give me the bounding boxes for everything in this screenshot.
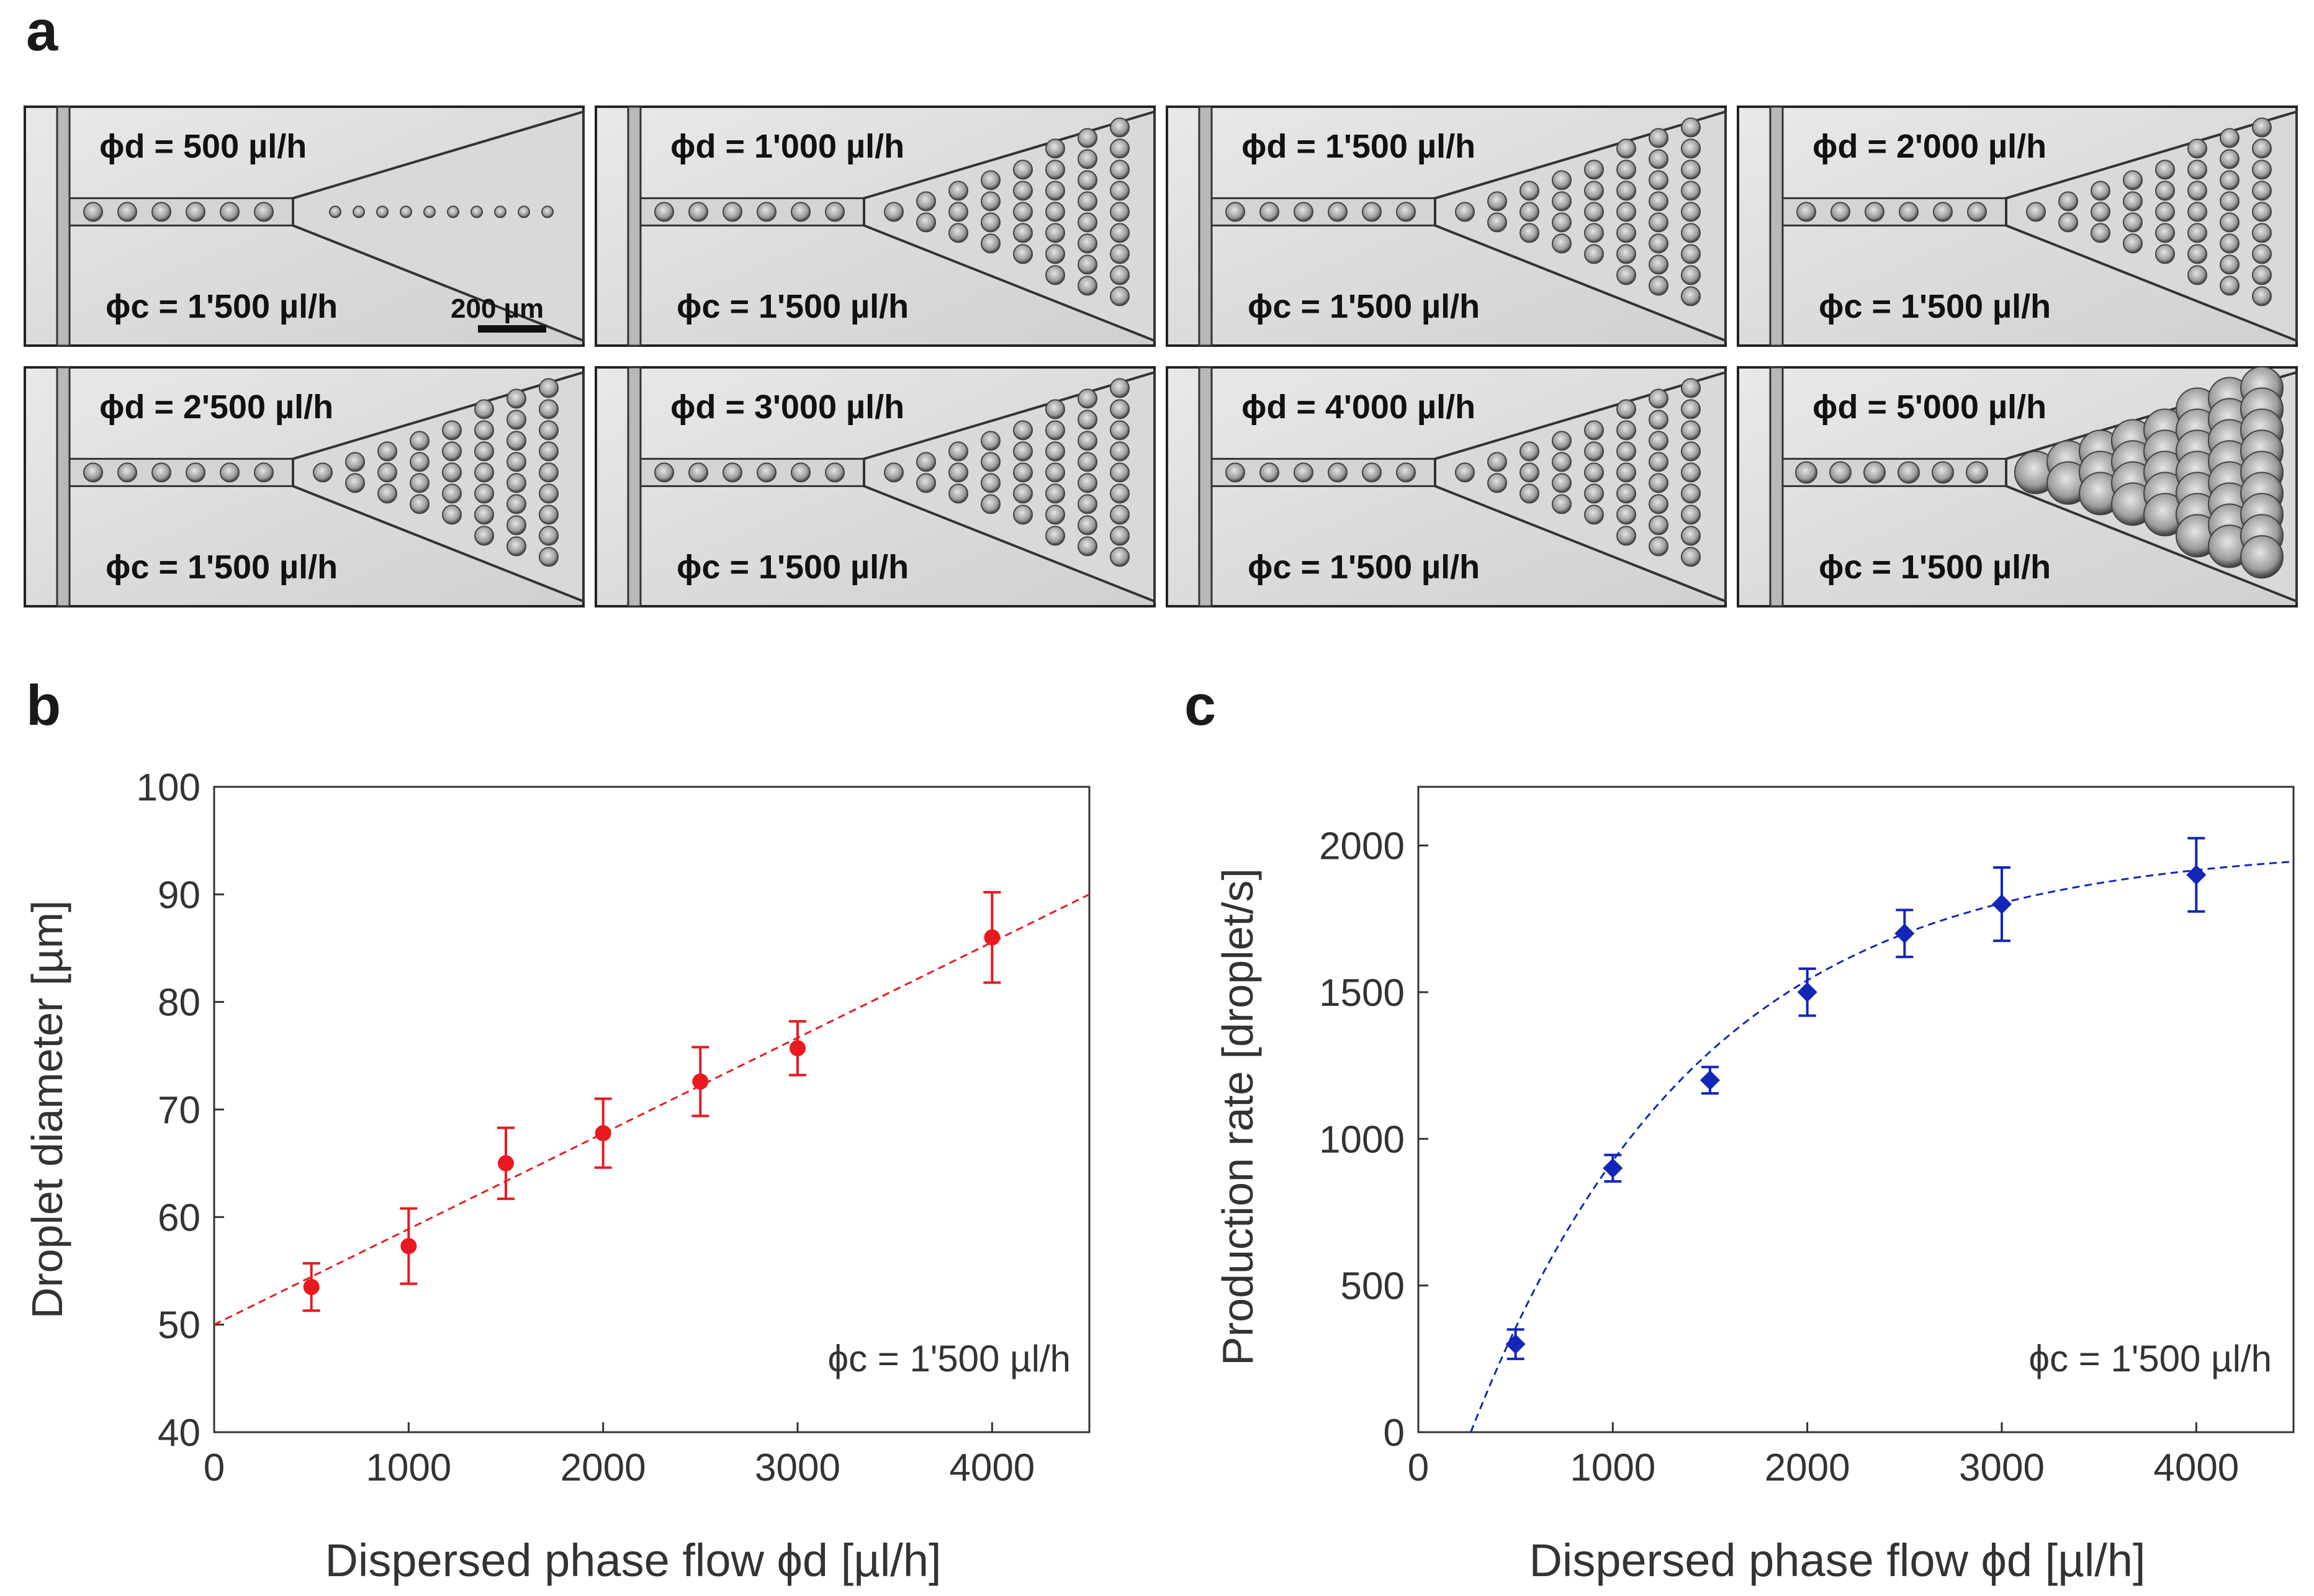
micrograph-cell: ϕd = 1'000 µl/h ϕc = 1'500 µl/h: [595, 105, 1156, 347]
panel-label-b: b: [26, 674, 61, 737]
x-axis-label: Dispersed phase flow ϕd [µl/h]: [1529, 1535, 2145, 1586]
y-tick-label: 1000: [1319, 1118, 1405, 1161]
exponential-fit-curve: [1470, 861, 2293, 1433]
data-point: [302, 1262, 320, 1312]
x-tick-label: 4000: [949, 1446, 1035, 1489]
x-tick-label: 0: [1408, 1446, 1429, 1489]
dispersed-flow-label: ϕd = 500 µl/h: [99, 128, 307, 165]
continuous-flow-label: ϕc = 1'500 µl/h: [1248, 288, 1480, 325]
y-tick-label: 0: [1384, 1412, 1405, 1455]
data-point: [2186, 836, 2207, 913]
x-tick-label: 3000: [1959, 1446, 2045, 1489]
micrograph-cell: ϕd = 2'500 µl/h ϕc = 1'500 µl/h: [24, 366, 585, 607]
micrograph-grid: ϕd = 500 µl/h ϕc = 1'500 µl/h 200 µm ϕd = 1…: [24, 105, 2298, 607]
dispersed-flow-label: ϕd = 3'000 µl/h: [670, 388, 904, 426]
panel-label-c: c: [1184, 674, 1217, 737]
data-point: [497, 1126, 515, 1200]
y-tick-label: 40: [158, 1412, 200, 1455]
x-tick-label: 2000: [560, 1446, 646, 1489]
data-point: [400, 1207, 418, 1285]
y-tick-label: 80: [158, 982, 200, 1024]
y-tick-label: 1500: [1319, 972, 1405, 1015]
condition-annotation: ϕc = 1'500 µl/h: [2028, 1338, 2272, 1379]
micrograph-cell: ϕd = 500 µl/h ϕc = 1'500 µl/h 200 µm: [24, 105, 585, 347]
data-point: [1603, 1154, 1623, 1183]
y-tick-label: 60: [158, 1196, 200, 1239]
continuous-flow-label: ϕc = 1'500 µl/h: [106, 549, 338, 586]
x-tick-label: 1000: [366, 1446, 451, 1489]
micrograph-cell: ϕd = 2'000 µl/h ϕc = 1'500 µl/h: [1737, 105, 2298, 347]
dispersed-flow-label: ϕd = 2'000 µl/h: [1812, 128, 2046, 165]
panel-label-a: a: [26, 0, 58, 63]
micrograph-cell: ϕd = 3'000 µl/h ϕc = 1'500 µl/h: [595, 366, 1156, 607]
x-tick-label: 3000: [755, 1446, 840, 1489]
dispersed-flow-label: ϕd = 5'000 µl/h: [1812, 388, 2046, 426]
y-tick-label: 100: [137, 766, 200, 809]
dispersed-flow-label: ϕd = 1'000 µl/h: [670, 128, 904, 165]
data-point: [1700, 1065, 1720, 1095]
dispersed-flow-label: ϕd = 1'500 µl/h: [1241, 128, 1475, 165]
continuous-flow-label: ϕc = 1'500 µl/h: [1819, 549, 2051, 586]
data-point: [1797, 967, 1817, 1017]
condition-annotation: ϕc = 1'500 µl/h: [827, 1338, 1071, 1379]
y-axis-label: Production rate [droplet/s]: [1213, 868, 1262, 1366]
data-point: [1894, 908, 1915, 959]
micrograph-cell: ϕd = 5'000 µl/h ϕc = 1'500 µl/h: [1737, 366, 2298, 607]
droplet-diameter-chart: 0 1000 2000 3000 4000 40 50 60 70 80 90 100 Droplet…: [23, 766, 1091, 1586]
continuous-flow-label: ϕc = 1'500 µl/h: [677, 549, 909, 586]
y-tick-label: 50: [158, 1304, 200, 1347]
x-tick-label: 1000: [1570, 1446, 1655, 1489]
y-tick-label: 500: [1341, 1265, 1405, 1308]
y-tick-label: 90: [158, 874, 200, 917]
dispersed-flow-label: ϕd = 4'000 µl/h: [1241, 388, 1475, 426]
linear-fit-line: [214, 893, 1090, 1326]
continuous-flow-label: ϕc = 1'500 µl/h: [1248, 549, 1480, 586]
data-point: [789, 1020, 806, 1077]
x-tick-label: 0: [204, 1446, 225, 1489]
x-tick-label: 2000: [1765, 1446, 1850, 1489]
x-tick-label: 4000: [2153, 1446, 2239, 1489]
data-point: [1992, 866, 2012, 943]
scale-bar-label: 200 µm: [451, 294, 544, 324]
plot-frame: [1417, 786, 2295, 1433]
dispersed-flow-label: ϕd = 2'500 µl/h: [99, 388, 333, 426]
y-axis-label: Droplet diameter [µm]: [23, 900, 71, 1319]
y-tick-label: 2000: [1319, 825, 1405, 868]
data-point: [983, 890, 1001, 984]
data-point: [691, 1046, 709, 1118]
micrograph-cell: ϕd = 1'500 µl/h ϕc = 1'500 µl/h: [1166, 105, 1727, 347]
micrograph-cell: ϕd = 4'000 µl/h ϕc = 1'500 µl/h: [1166, 366, 1727, 607]
data-point: [1505, 1328, 1526, 1360]
data-point: [594, 1097, 612, 1169]
continuous-flow-label: ϕc = 1'500 µl/h: [1819, 288, 2051, 325]
continuous-flow-label: ϕc = 1'500 µl/h: [106, 288, 338, 325]
scale-bar: [478, 325, 546, 333]
continuous-flow-label: ϕc = 1'500 µl/h: [677, 288, 909, 325]
y-tick-label: 70: [158, 1089, 200, 1132]
x-axis-label: Dispersed phase flow ϕd [µl/h]: [325, 1535, 941, 1586]
